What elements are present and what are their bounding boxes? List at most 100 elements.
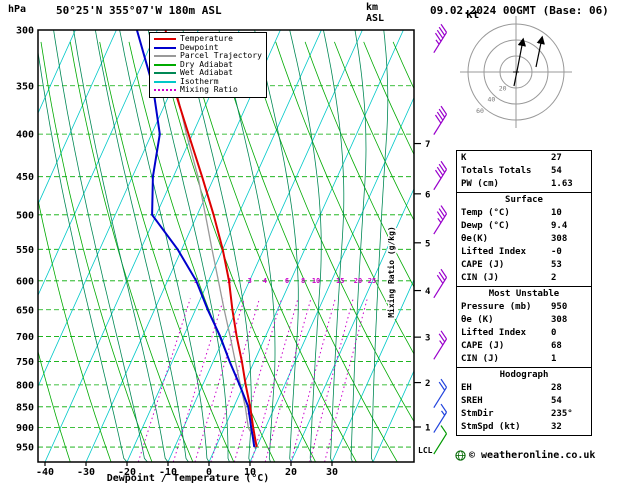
hodograph-ring-label: 40 bbox=[487, 96, 495, 104]
wet-adiabat-line bbox=[73, 30, 169, 462]
lcl-label: LCL bbox=[418, 446, 433, 455]
temp-tick-label: 0 bbox=[206, 467, 212, 478]
temp-tick-label: -10 bbox=[159, 467, 177, 478]
stat-key: θe(K) bbox=[461, 234, 489, 244]
altitude-tick-label: 5 bbox=[425, 239, 430, 249]
mixing-ratio-axis-label: Mixing Ratio (g/kg) bbox=[386, 226, 396, 318]
mixing-ratio-line bbox=[290, 298, 336, 462]
wind-barb bbox=[433, 378, 448, 408]
hodograph-ring bbox=[499, 55, 533, 89]
isotherm-line bbox=[38, 30, 76, 115]
stat-key: θe (K) bbox=[461, 315, 494, 325]
stat-key: Dewp (°C) bbox=[461, 221, 510, 231]
mixing-ratio-line bbox=[233, 298, 283, 462]
legend-label: Dewpoint bbox=[180, 42, 219, 52]
dry-adiabat-line bbox=[304, 41, 414, 288]
temp-tick-label: -40 bbox=[36, 467, 54, 478]
stat-row: Lifted Index 0 bbox=[457, 327, 591, 340]
stat-section-header: Surface bbox=[505, 195, 543, 205]
globe-icon bbox=[455, 450, 466, 461]
legend-label: Mixing Ratio bbox=[180, 85, 238, 95]
stat-value: -0 bbox=[551, 247, 562, 257]
page-title: 50°25'N 355°07'W 180m ASL bbox=[56, 4, 222, 17]
hodograph-ring bbox=[483, 39, 549, 105]
pressure-tick-label: 350 bbox=[16, 81, 34, 92]
stat-value: 950 bbox=[551, 302, 568, 312]
mixing-ratio-value-label: 20 bbox=[354, 277, 362, 285]
stat-row: CAPE (J) 68 bbox=[457, 340, 591, 353]
stat-value: 10 bbox=[551, 208, 562, 218]
temp-tick-label: -20 bbox=[118, 467, 136, 478]
isotherm-line bbox=[372, 369, 414, 462]
mixing-ratio-value-label: 15 bbox=[336, 277, 344, 285]
stat-value: 2 bbox=[551, 273, 557, 283]
temp-tick-label: 30 bbox=[326, 467, 338, 478]
stat-key: CIN (J) bbox=[461, 354, 499, 364]
mixing-ratio-line bbox=[324, 298, 368, 462]
stat-row: SREH 54 bbox=[457, 395, 591, 408]
stat-value: 28 bbox=[551, 383, 562, 393]
pressure-tick-label: 300 bbox=[16, 26, 34, 37]
stat-key: StmDir bbox=[461, 409, 494, 419]
stat-value: 32 bbox=[551, 422, 562, 432]
mixing-ratio-value-label: 3 bbox=[248, 277, 252, 285]
isotherm-line bbox=[85, 30, 281, 462]
legend-swatch bbox=[154, 63, 176, 66]
pressure-unit-label: hPa bbox=[8, 4, 27, 15]
legend-label: Parcel Trajectory bbox=[180, 51, 262, 61]
stat-value: 68 bbox=[551, 341, 562, 351]
isotherm-line bbox=[38, 30, 158, 297]
isotherm-line bbox=[331, 278, 414, 462]
stat-key: Pressure (mb) bbox=[461, 302, 532, 312]
stat-section-header: Hodograph bbox=[499, 370, 549, 380]
altitude-axis-label: km ASL bbox=[366, 2, 384, 24]
hodograph-ring bbox=[467, 23, 565, 121]
stat-section: Hodograph EH 28 SREH 54 StmDir 235° StmSpd (kt)… bbox=[456, 367, 592, 436]
hodograph-unit-label: kt bbox=[466, 8, 480, 21]
wind-barb bbox=[433, 205, 448, 235]
isotherm-line bbox=[38, 30, 117, 206]
stat-value: 53 bbox=[551, 260, 562, 270]
stat-key: Lifted Index bbox=[461, 328, 527, 338]
stat-key: Totals Totals bbox=[461, 166, 532, 176]
pressure-tick-label: 650 bbox=[16, 305, 34, 316]
plot-frame bbox=[37, 29, 415, 463]
stat-value: 54 bbox=[551, 396, 562, 406]
dry-adiabat-line bbox=[334, 41, 414, 222]
wet-adiabat-line bbox=[218, 30, 276, 462]
dry-adiabat-line bbox=[246, 41, 414, 423]
stat-row: StmDir 235° bbox=[457, 408, 591, 421]
hodograph-ring-label: 60 bbox=[476, 107, 484, 115]
pressure-tick-label: 450 bbox=[16, 172, 34, 183]
legend: Temperature Dewpoint Parcel Trajectory Dry … bbox=[149, 32, 267, 98]
pressure-tick-label: 850 bbox=[16, 402, 34, 413]
legend-item: Wet Adiabat bbox=[154, 69, 262, 78]
legend-swatch bbox=[154, 72, 176, 75]
copyright-text: © weatheronline.co.uk bbox=[469, 450, 596, 461]
stat-key: StmSpd (kt) bbox=[461, 422, 521, 432]
mixing-ratio-value-label: 6 bbox=[285, 277, 289, 285]
wet-adiabat-line bbox=[371, 30, 389, 462]
wet-adiabat-line bbox=[350, 30, 367, 462]
temp-tick-label: -30 bbox=[77, 467, 95, 478]
stat-key: K bbox=[461, 153, 467, 163]
stat-value: 308 bbox=[551, 315, 568, 325]
mixing-ratio-line bbox=[172, 298, 225, 462]
dry-adiabat-line bbox=[275, 41, 414, 355]
wind-barb bbox=[433, 425, 448, 455]
pressure-tick-label: 750 bbox=[16, 357, 34, 368]
stat-value: 0 bbox=[551, 328, 557, 338]
stat-row: CAPE (J) 53 bbox=[457, 259, 591, 272]
wind-barb bbox=[433, 105, 448, 135]
stat-key: Lifted Index bbox=[461, 247, 527, 257]
altitude-tick-label: 1 bbox=[425, 423, 430, 433]
copyright: © weatheronline.co.uk bbox=[455, 450, 595, 461]
altitude-unit: km bbox=[366, 2, 379, 13]
legend-swatch bbox=[154, 89, 176, 92]
stat-value: 308 bbox=[551, 234, 568, 244]
wet-adiabat-line bbox=[289, 30, 322, 462]
temperature-curve bbox=[164, 30, 258, 448]
wind-barb bbox=[433, 160, 448, 191]
